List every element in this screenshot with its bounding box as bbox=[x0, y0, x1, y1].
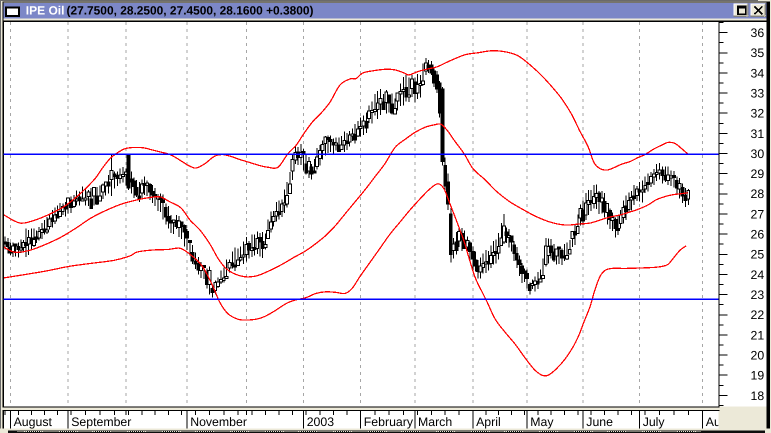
svg-text:July: July bbox=[643, 415, 666, 429]
svg-text:27: 27 bbox=[751, 207, 765, 221]
svg-text:25: 25 bbox=[751, 248, 765, 262]
svg-text:22: 22 bbox=[751, 308, 765, 322]
svg-text:November: November bbox=[190, 415, 247, 429]
svg-text:August: August bbox=[14, 415, 53, 429]
svg-text:2003: 2003 bbox=[307, 415, 335, 429]
svg-text:May: May bbox=[530, 415, 554, 429]
svg-text:March: March bbox=[418, 415, 452, 429]
svg-text:February: February bbox=[364, 415, 414, 429]
svg-text:26: 26 bbox=[751, 228, 765, 242]
svg-text:28: 28 bbox=[751, 187, 765, 201]
svg-text:IPE Oil: IPE Oil bbox=[26, 4, 65, 18]
svg-text:April: April bbox=[476, 415, 501, 429]
svg-text:18: 18 bbox=[751, 389, 765, 403]
svg-text:September: September bbox=[71, 415, 131, 429]
svg-text:June: June bbox=[586, 415, 613, 429]
svg-text:29: 29 bbox=[751, 167, 765, 181]
svg-text:36: 36 bbox=[751, 26, 765, 40]
svg-text:21: 21 bbox=[751, 328, 765, 342]
svg-text:23: 23 bbox=[751, 288, 765, 302]
svg-text:31: 31 bbox=[751, 127, 765, 141]
svg-text:34: 34 bbox=[751, 66, 765, 80]
svg-text:19: 19 bbox=[751, 369, 765, 383]
svg-text:30: 30 bbox=[751, 147, 765, 161]
svg-text:24: 24 bbox=[751, 268, 765, 282]
svg-text:33: 33 bbox=[751, 86, 765, 100]
svg-text:Au: Au bbox=[706, 415, 721, 429]
svg-text:20: 20 bbox=[751, 348, 765, 362]
svg-text:35: 35 bbox=[751, 46, 765, 60]
svg-text:32: 32 bbox=[751, 107, 765, 121]
svg-text:(27.7500, 28.2500, 27.4500, 28: (27.7500, 28.2500, 27.4500, 28.1600 +0.3… bbox=[67, 4, 314, 18]
